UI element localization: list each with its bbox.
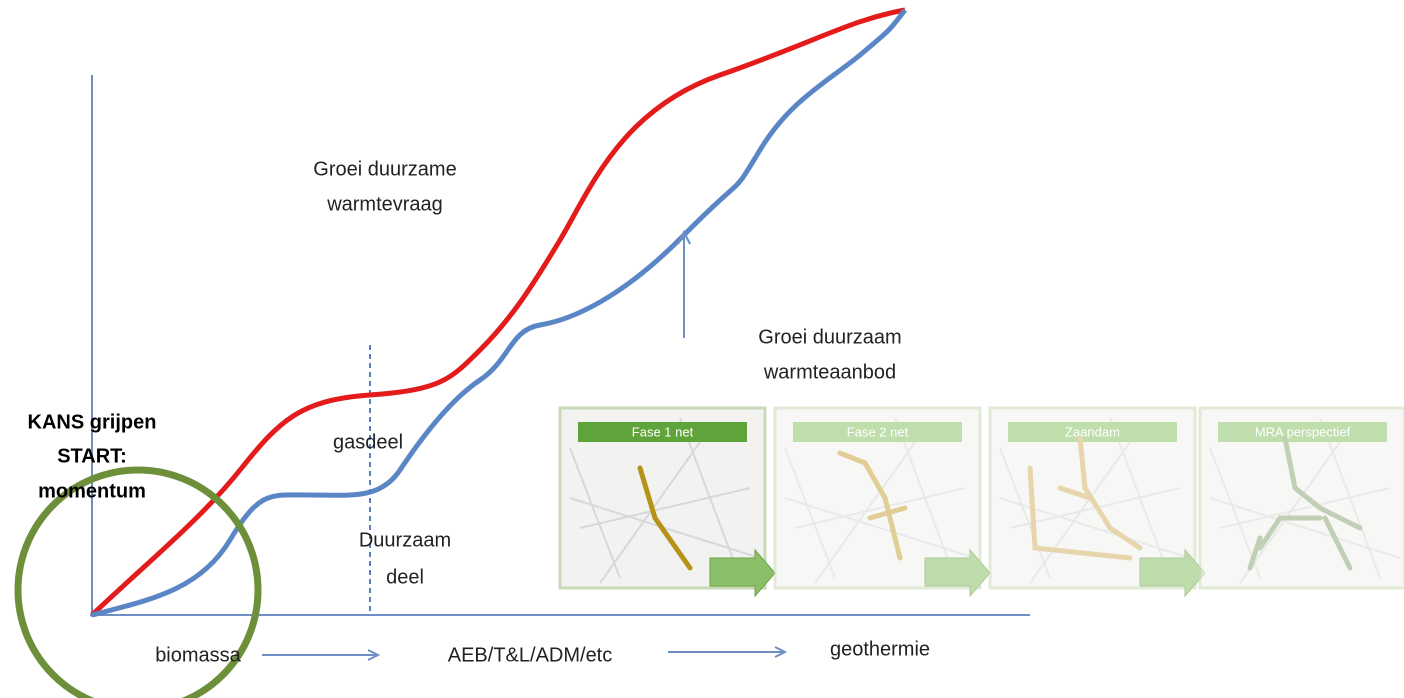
diagram: Fase 1 net Fase 2 net Zaandam MRA perspecti…	[0, 0, 1404, 698]
opportunity-label: KANS grijpen	[28, 411, 157, 433]
map-title: MRA perspectief	[1255, 424, 1351, 439]
map-title: Fase 1 net	[632, 424, 694, 439]
source-label: AEB/T&L/ADM/etc	[448, 644, 613, 666]
supply-label: warmteaanbod	[763, 361, 896, 383]
map-panels: Fase 1 net Fase 2 net Zaandam MRA perspecti…	[560, 408, 1404, 596]
map-title: Fase 2 net	[847, 424, 909, 439]
gas-part-label: gasdeel	[333, 431, 403, 453]
sustainable-label: deel	[386, 566, 424, 588]
source-label: geothermie	[830, 638, 930, 660]
supply-label: Groei duurzaam	[758, 326, 901, 348]
opportunity-label: momentum	[38, 480, 146, 502]
map-panel: Fase 1 net	[560, 408, 775, 596]
map-title: Zaandam	[1065, 424, 1120, 439]
source-label: biomassa	[155, 644, 241, 666]
demand-label: Groei duurzame	[313, 158, 456, 180]
map-panel: Zaandam	[990, 408, 1205, 596]
demand-label: warmtevraag	[326, 193, 443, 215]
opportunity-label: START:	[57, 445, 127, 467]
sustainable-label: Duurzaam	[359, 529, 451, 551]
map-panel: MRA perspectief	[1200, 408, 1404, 588]
map-panel: Fase 2 net	[775, 408, 990, 596]
